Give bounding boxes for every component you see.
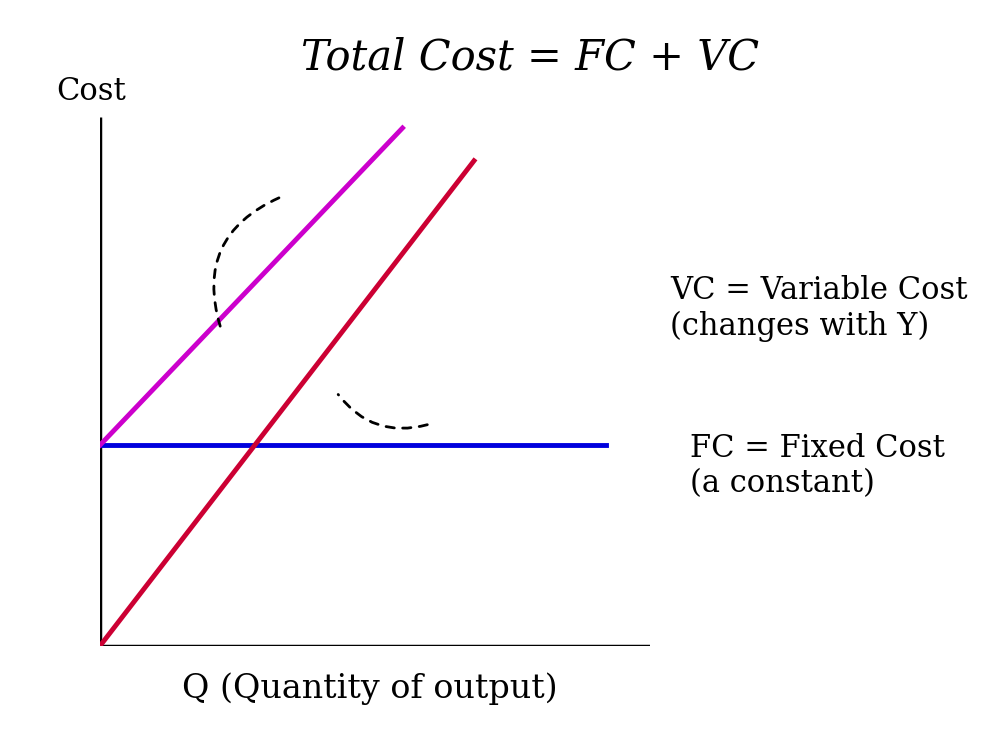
Text: Q (Quantity of output): Q (Quantity of output) [182, 672, 558, 705]
Text: Cost: Cost [56, 76, 126, 107]
Text: VC = Variable Cost
(changes with Y): VC = Variable Cost (changes with Y) [670, 275, 968, 342]
Text: FC = Fixed Cost
(a constant): FC = Fixed Cost (a constant) [690, 432, 945, 500]
Text: Total Cost = FC + VC: Total Cost = FC + VC [301, 37, 759, 79]
